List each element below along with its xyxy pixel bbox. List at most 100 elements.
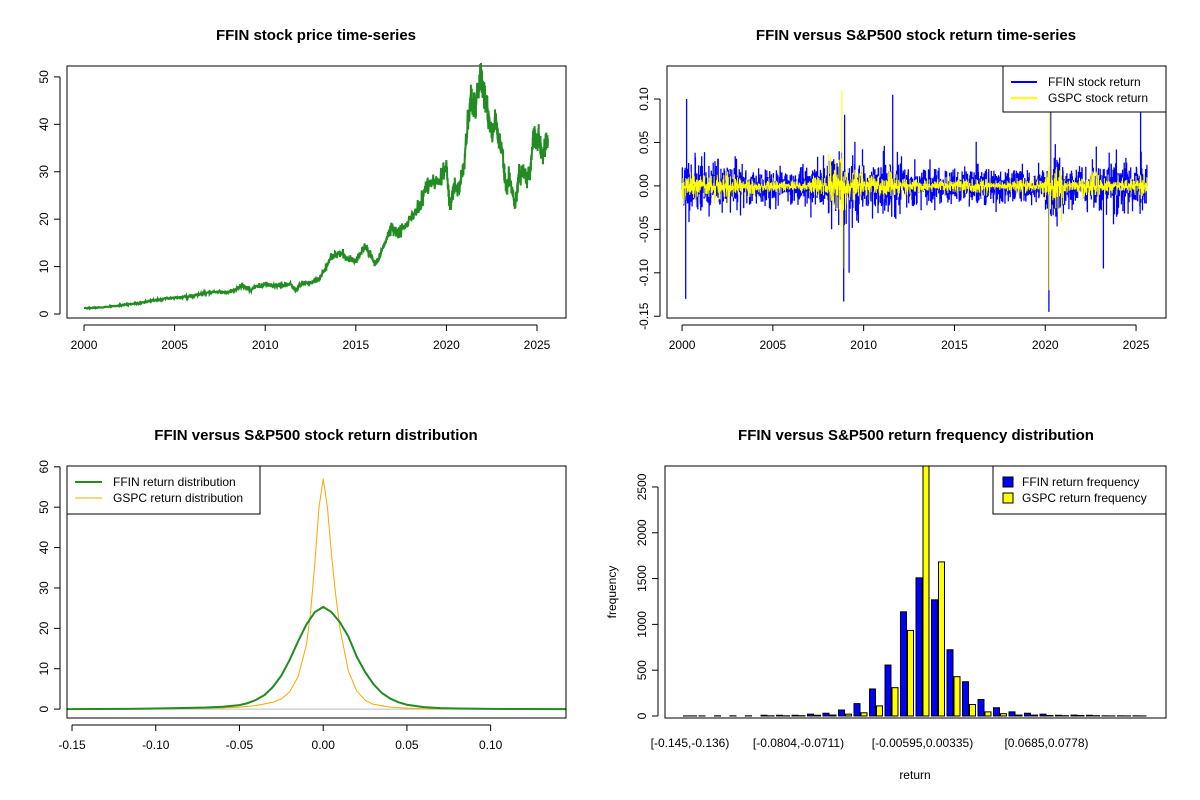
ffin-bar (1024, 712, 1031, 717)
y-tick-label: 0.05 (637, 130, 651, 154)
x-tick-label: 2005 (161, 338, 188, 352)
y-tick-label: 60 (37, 460, 51, 474)
x-category-label: [-0.145,-0.136) (651, 736, 730, 750)
ffin-bar (1086, 714, 1093, 717)
plot-frame (664, 465, 1167, 719)
x-tick-label: 0.05 (395, 738, 419, 752)
gspc-bar (845, 713, 852, 717)
legend-gspc-swatch (1002, 492, 1014, 504)
ffin-bar (807, 713, 814, 717)
legend-ffin-label: FFIN stock return (1048, 75, 1141, 89)
legend-ffin-label: FFIN return frequency (1022, 475, 1139, 489)
legend-gspc-label: GSPC return frequency (1022, 491, 1147, 505)
ffin-bar (853, 703, 861, 717)
y-tick-label: 20 (37, 621, 51, 635)
x-tick-label: 2005 (760, 338, 787, 352)
chart-title-return-ts: FFIN versus S&P500 stock return time-ser… (756, 27, 1076, 44)
x-tick-label: 2010 (252, 338, 279, 352)
ffin-price-line (83, 62, 549, 311)
x-category-label: [-0.00595,0.00335) (872, 736, 973, 750)
ffin-bar (915, 577, 923, 717)
ffin-density-line (66, 605, 567, 711)
gspc-bar (876, 705, 883, 717)
x-tick-label: 2000 (71, 338, 98, 352)
ffin-bar (977, 698, 985, 717)
gspc-bar (984, 711, 992, 717)
gspc-bar (1000, 713, 1007, 717)
chart-title-histogram: FFIN versus S&P500 return frequency dist… (738, 427, 1094, 444)
x-tick-label: 2025 (1123, 338, 1150, 352)
gspc-bar (860, 712, 868, 717)
gspc-bar (814, 714, 821, 717)
y-tick-label: -0.15 (637, 302, 651, 330)
y-tick-label: 50 (37, 70, 51, 84)
legend-gspc-label: GSPC stock return (1048, 91, 1148, 105)
gspc-bar (907, 629, 914, 717)
gspc-return-line (681, 90, 1148, 291)
y-tick-label: 0 (37, 310, 51, 317)
y-tick-label: 10 (37, 662, 51, 676)
ffin-bar (900, 611, 907, 717)
x-tick-label: 0.00 (312, 738, 336, 752)
x-tick-label: 0.10 (479, 738, 503, 752)
y-tick-label: 1500 (635, 565, 649, 592)
x-category-label: [0.0685,0.0778) (1004, 736, 1088, 750)
x-tick-label: 2020 (433, 338, 460, 352)
ffin-bar (962, 681, 969, 717)
y-tick-label: 2000 (635, 519, 649, 546)
gspc-bar (922, 466, 930, 717)
gspc-bar (1031, 714, 1038, 717)
bars-group (683, 466, 1147, 717)
chart-title-density: FFIN versus S&P500 stock return distribu… (154, 427, 477, 444)
histogram-plot: 0 500 1000 1500 2000 2500 [-0.145,-0.136) [-0.0… (635, 465, 1167, 750)
y-tick-label: 30 (37, 165, 51, 179)
y-tick-label: -0.10 (637, 259, 651, 287)
ffin-bar (884, 664, 892, 717)
gspc-bar (891, 687, 899, 717)
gspc-bar (953, 676, 961, 717)
legend-gspc-label: GSPC return distribution (113, 491, 243, 505)
ffin-bar (869, 688, 876, 717)
y-tick-label: 0 (635, 712, 649, 719)
plot-frame (66, 65, 567, 319)
legend: FFIN return frequency GSPC return frequen… (992, 465, 1167, 515)
ffin-bar (946, 649, 954, 717)
legend: FFIN return distribution GSPC return dist… (66, 465, 261, 515)
ffin-bar (822, 712, 830, 717)
y-tick-label: 0 (37, 705, 51, 712)
legend-ffin-label: FFIN return distribution (113, 475, 236, 489)
ffin-bar (760, 714, 768, 717)
y-tick-label: 1000 (635, 611, 649, 638)
x-tick-label: 2020 (1032, 338, 1059, 352)
legend-box (66, 465, 261, 515)
histogram-xlabel: return (899, 768, 930, 782)
density-plot: -0.15 -0.10 -0.05 0.00 0.05 0.10 0 10 20 30 40 50 60… (37, 460, 567, 752)
legend-box (1002, 65, 1167, 113)
return-series-group (681, 90, 1148, 312)
y-tick-label: 500 (635, 660, 649, 680)
x-category-label: [-0.0804,-0.0711) (753, 736, 844, 750)
y-tick-label: 40 (37, 117, 51, 131)
y-tick-label: 50 (37, 500, 51, 514)
ffin-bar (1039, 713, 1047, 717)
y-tick-label: 10 (37, 260, 51, 274)
x-tick-label: 2000 (669, 338, 696, 352)
ffin-bar (1055, 714, 1062, 717)
legend: FFIN stock return GSPC stock return (1002, 65, 1167, 113)
y-tick-label: 40 (37, 541, 51, 555)
x-tick-label: 2015 (342, 338, 369, 352)
y-tick-label: 20 (37, 212, 51, 226)
ffin-bar (791, 714, 799, 717)
y-tick-label: -0.05 (637, 215, 651, 243)
ffin-bar (1070, 714, 1078, 717)
x-tick-label: -0.05 (226, 738, 254, 752)
legend-ffin-swatch (1002, 476, 1014, 488)
gspc-bar (938, 561, 945, 717)
x-tick-label: 2015 (941, 338, 968, 352)
legend-box (992, 465, 1167, 515)
gspc-bar (1015, 714, 1023, 717)
y-tick-label: 2500 (635, 473, 649, 500)
x-tick-label: -0.10 (142, 738, 170, 752)
chart-title-price: FFIN stock price time-series (216, 27, 416, 44)
x-tick-label: 2010 (850, 338, 877, 352)
